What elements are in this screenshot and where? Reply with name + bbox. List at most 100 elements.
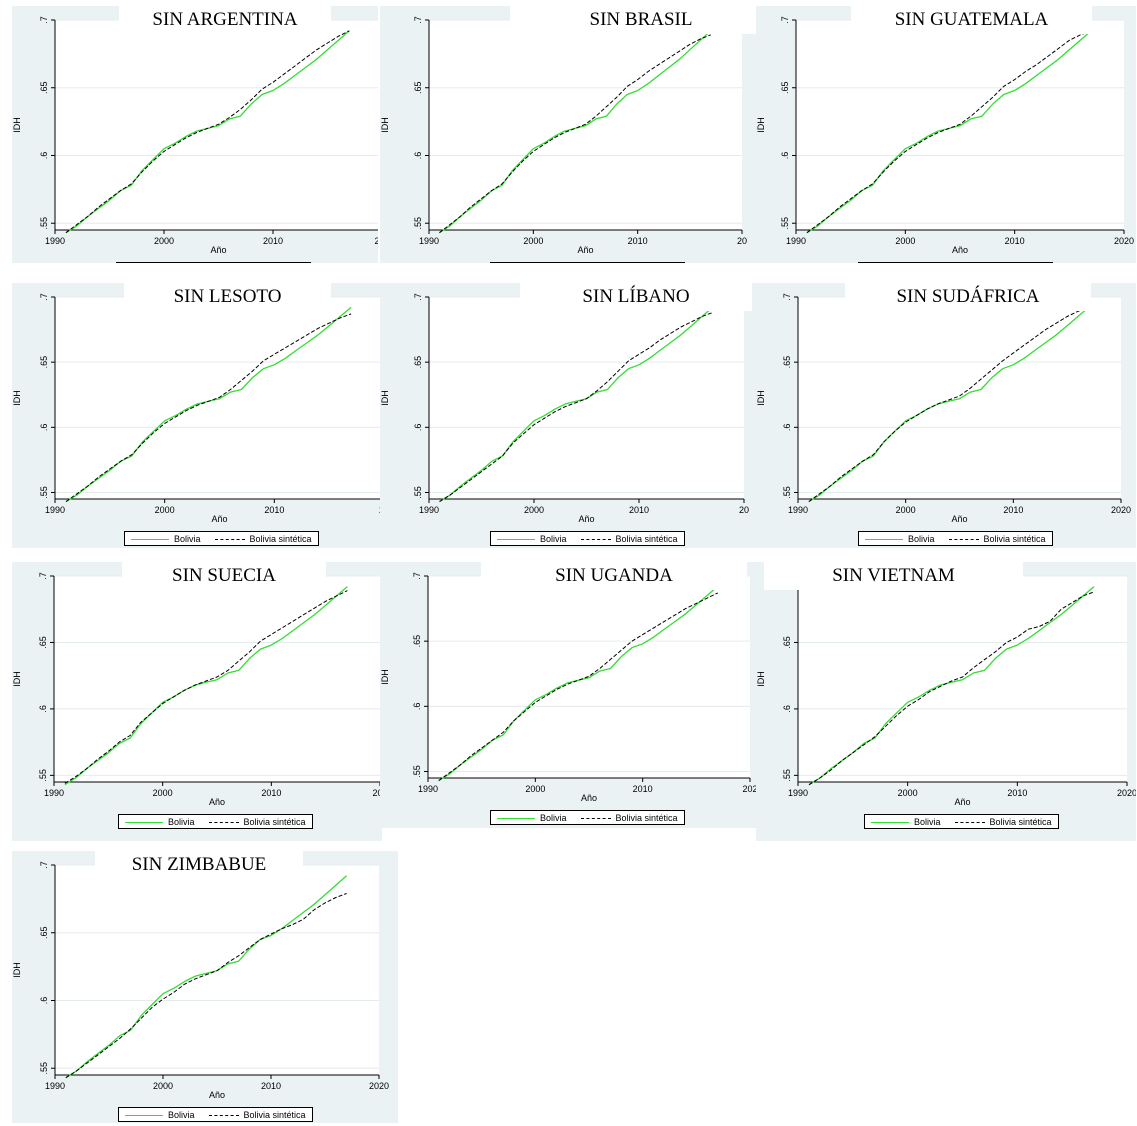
x-axis-label: Año xyxy=(209,797,225,807)
y-tick-label: .65 xyxy=(780,81,790,94)
chart-title: SIN LÍBANO xyxy=(520,283,752,311)
x-tick-label: 1990 xyxy=(45,1081,65,1091)
x-tick-label: 2000 xyxy=(896,505,916,515)
chart-title: SIN SUDÁFRICA xyxy=(845,283,1091,311)
y-tick-label: .65 xyxy=(412,635,422,648)
x-tick-label: 2010 xyxy=(263,236,283,246)
legend-label-bolivia: Bolivia xyxy=(914,817,941,828)
legend-label-bolivia-sintetica: Bolivia sintética xyxy=(243,817,306,828)
y-tick-label: .65 xyxy=(782,636,792,649)
legend: Bolivia Bolivia sintética xyxy=(864,814,1059,829)
y-tick-label: .6 xyxy=(39,997,49,1005)
series-line-bolivia xyxy=(438,585,719,782)
y-tick-label: .6 xyxy=(412,703,422,711)
y-tick-label: .6 xyxy=(780,152,790,160)
x-tick-label: 1990 xyxy=(418,784,438,794)
legend-label-bolivia: Bolivia xyxy=(168,817,195,828)
chart-title: SIN BRASIL xyxy=(510,6,756,34)
y-tick-label: .7 xyxy=(413,293,423,301)
y-tick-label: .65 xyxy=(413,356,423,369)
chart-svg: .55 .6 .65 .7 1990 2000 2010 202 Año IDH xyxy=(12,16,378,255)
y-axis-label: IDH xyxy=(12,117,22,133)
legend-swatch-bolivia xyxy=(497,818,535,820)
y-tick-label: .65 xyxy=(782,356,792,369)
legend-swatch-bolivia-sintetica xyxy=(214,539,245,541)
x-tick-label: 1990 xyxy=(788,788,808,798)
legend-label-bolivia: Bolivia xyxy=(174,534,201,545)
y-tick-label: .7 xyxy=(412,572,422,580)
y-tick-label: .6 xyxy=(413,152,423,160)
x-tick-label: 2000 xyxy=(155,505,175,515)
y-tick-label: .7 xyxy=(782,293,792,301)
legend-swatch-bolivia xyxy=(125,1115,163,1117)
x-axis-label: Año xyxy=(581,793,597,803)
x-axis-label: Año xyxy=(951,514,967,524)
x-tick-label: 2020 xyxy=(1111,505,1131,515)
x-tick-label: 2020 xyxy=(1114,236,1134,246)
legend-swatch-bolivia-sintetica xyxy=(948,539,979,541)
x-tick-label: 202 xyxy=(742,784,756,794)
y-tick-label: .7 xyxy=(39,16,49,24)
x-tick-label: 2000 xyxy=(523,236,543,246)
y-tick-label: .55 xyxy=(39,1062,49,1075)
legend: Bolivia Bolivia sintética xyxy=(858,531,1053,546)
chart-panel-6: .55 .6 .65 .7 1990 2000 2010 2020 Año IDH SIN SUDÁ… xyxy=(756,283,1136,548)
legend: Bolivia Bolivia sintética xyxy=(124,531,319,546)
legend-swatch-bolivia xyxy=(497,539,535,541)
y-tick-label: .65 xyxy=(38,636,48,649)
chart-svg: .55 .6 .65 .7 1990 2000 2010 2020 Año IDH xyxy=(12,861,389,1100)
legend-swatch-bolivia xyxy=(871,822,909,824)
y-tick-label: .7 xyxy=(38,572,48,580)
x-tick-label: 2000 xyxy=(898,788,918,798)
y-tick-label: .6 xyxy=(413,424,423,432)
y-tick-label: .55 xyxy=(39,217,49,230)
x-axis-label: Año xyxy=(578,514,594,524)
y-tick-label: .65 xyxy=(39,81,49,94)
legend-swatch-bolivia-sintetica xyxy=(208,822,239,824)
legend-label-bolivia-sintetica: Bolivia sintética xyxy=(983,534,1046,545)
series-line-bolivia-sintetica xyxy=(65,893,347,1079)
y-tick-label: .55 xyxy=(413,486,423,499)
x-tick-label: 2010 xyxy=(264,505,284,515)
y-tick-label: .65 xyxy=(413,81,423,94)
legend-swatch-bolivia xyxy=(125,822,163,824)
x-tick-label: 2000 xyxy=(525,784,545,794)
x-axis-label: Año xyxy=(210,245,226,255)
y-axis-label: IDH xyxy=(756,390,766,406)
x-tick-label: 1990 xyxy=(786,236,806,246)
legend-label-bolivia-sintetica: Bolivia sintética xyxy=(615,813,678,824)
y-tick-label: .6 xyxy=(782,424,792,432)
chart-panel-3: .55 .6 .65 .7 1990 2000 2010 2020 Año IDH SIN GUAT… xyxy=(756,6,1136,263)
y-axis-label: IDH xyxy=(12,390,22,406)
x-tick-label: 2010 xyxy=(261,1081,281,1091)
chart-panel-2: .55 .6 .65 .7 1990 2000 2010 20 Año IDH SIN BRASIL… xyxy=(380,6,756,263)
x-tick-label: 2000 xyxy=(153,1081,173,1091)
legend-label-bolivia: Bolivia xyxy=(908,534,935,545)
x-tick-label: 1990 xyxy=(44,788,64,798)
legend: Bolivia Bolivia sintética xyxy=(118,1107,313,1122)
x-axis-label: Año xyxy=(952,245,968,255)
x-tick-label: 1990 xyxy=(45,236,65,246)
legend-label-bolivia-sintetica: Bolivia sintética xyxy=(989,817,1052,828)
y-tick-label: .6 xyxy=(39,152,49,160)
y-tick-label: .55 xyxy=(782,769,792,782)
chart-svg: .55 .6 .65 .7 1990 2000 2010 2020 Año IDH xyxy=(756,16,1134,255)
y-tick-label: .7 xyxy=(413,16,423,24)
x-tick-label: 2010 xyxy=(1003,505,1023,515)
y-tick-label: .65 xyxy=(39,926,49,939)
x-tick-label: 20 xyxy=(737,236,747,246)
legend-label-bolivia-sintetica: Bolivia sintética xyxy=(249,534,312,545)
y-tick-label: .7 xyxy=(39,293,49,301)
x-tick-label: 2000 xyxy=(895,236,915,246)
series-line-bolivia-sintetica xyxy=(808,306,1089,503)
series-line-bolivia xyxy=(64,586,348,786)
x-tick-label: 2000 xyxy=(154,236,174,246)
legend: Bolivia Bolivia sintética xyxy=(490,810,685,825)
x-tick-label: 2010 xyxy=(629,505,649,515)
chart-svg: .55 .6 .65 .7 1990 2000 2010 202 Año IDH xyxy=(380,572,756,803)
chart-title: SIN GUATEMALA xyxy=(851,6,1092,34)
x-tick-label: 1990 xyxy=(419,236,439,246)
